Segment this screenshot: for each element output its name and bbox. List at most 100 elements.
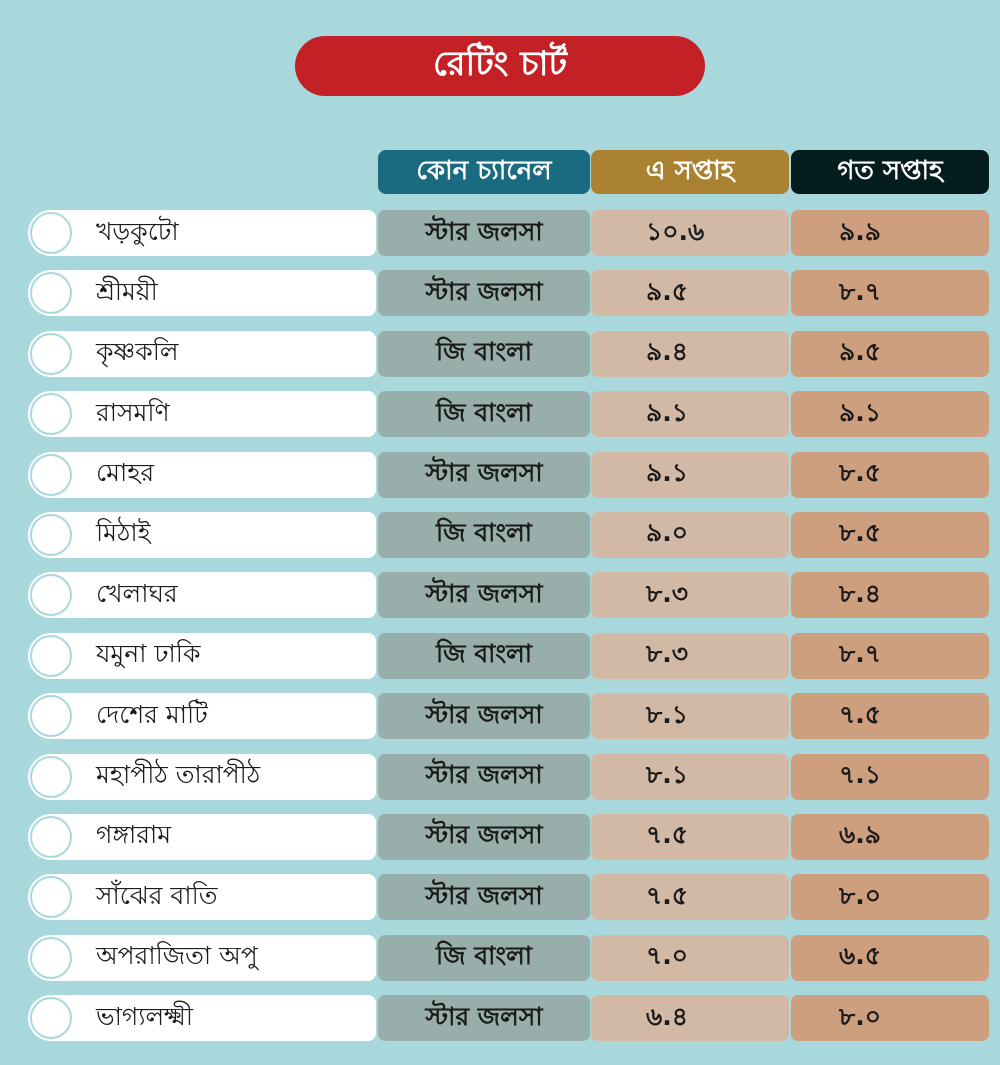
this-week-rating: ১০.৬ — [591, 210, 789, 256]
show-name: কৃষ্ণকলি — [96, 337, 179, 367]
show-name-cell: যমুনা ঢাকি — [28, 632, 376, 679]
last-week-rating: ৮.৭ — [791, 632, 989, 679]
table-row: খেলাঘর স্টার জলসা ৮.৩ ৮.৪ — [0, 572, 1000, 632]
table-row: যমুনা ঢাকি জি বাংলা ৮.৩ ৮.৭ — [0, 632, 1000, 693]
show-name-cell: মিঠাই — [28, 511, 376, 558]
last-week-rating: ৮.৫ — [791, 451, 989, 498]
last-week-rating: ৭.১ — [791, 753, 989, 800]
header-last-week: গত সপ্তাহ — [791, 150, 989, 194]
this-week-rating: ৯.১ — [591, 451, 789, 498]
show-name: মহাপীঠ তারাপীঠ — [96, 760, 261, 790]
last-week-rating: ৮.০ — [791, 874, 989, 921]
show-name-cell: ভাগ্যলক্ষ্মী — [28, 995, 376, 1042]
channel-cell: জি বাংলা — [378, 330, 590, 377]
header-this-week: এ সপ্তাহ — [591, 150, 789, 194]
this-week-rating: ৮.১ — [591, 693, 789, 740]
show-name-cell: রাসমণি — [28, 391, 376, 438]
show-name-cell: কৃষ্ণকলি — [28, 330, 376, 377]
show-name-cell: সাঁঝের বাতি — [28, 874, 376, 921]
show-name: দেশের মাটি — [96, 699, 208, 729]
table-row: দেশের মাটি স্টার জলসা ৮.১ ৭.৫ — [0, 693, 1000, 753]
last-week-rating: ৭.৫ — [791, 693, 989, 740]
last-week-rating: ৯.৯ — [791, 210, 989, 256]
table-row: খড়কুটো স্টার জলসা ১০.৬ ৯.৯ — [0, 210, 1000, 270]
channel-cell: স্টার জলসা — [378, 753, 590, 800]
channel-cell: জি বাংলা — [378, 934, 590, 981]
show-name-cell: গঙ্গারাম — [28, 813, 376, 860]
channel-cell: স্টার জলসা — [378, 270, 590, 317]
this-week-rating: ৯.৫ — [591, 270, 789, 317]
show-name: ভাগ্যলক্ষ্মী — [96, 1001, 194, 1031]
this-week-rating: ৭.৫ — [591, 813, 789, 860]
table-row: সাঁঝের বাতি স্টার জলসা ৭.৫ ৮.০ — [0, 874, 1000, 934]
last-week-rating: ৯.১ — [791, 391, 989, 438]
show-name: সাঁঝের বাতি — [96, 880, 218, 910]
show-name: অপরাজিতা অপু — [96, 941, 258, 971]
last-week-rating: ৬.৯ — [791, 813, 989, 860]
last-week-rating: ৮.৫ — [791, 511, 989, 558]
table-row: রাসমণি জি বাংলা ৯.১ ৯.১ — [0, 391, 1000, 451]
show-name: যমুনা ঢাকি — [96, 639, 201, 669]
channel-cell: স্টার জলসা — [378, 210, 590, 256]
show-name: মোহর — [96, 458, 155, 488]
table-row: ভাগ্যলক্ষ্মী স্টার জলসা ৬.৪ ৮.০ — [0, 995, 1000, 1055]
channel-cell: জি বাংলা — [378, 632, 590, 679]
channel-cell: স্টার জলসা — [378, 693, 590, 740]
bullet-circle-icon — [30, 212, 72, 254]
this-week-rating: ৯.১ — [591, 391, 789, 438]
show-name: গঙ্গারাম — [96, 820, 172, 850]
show-name: শ্রীময়ী — [96, 276, 158, 306]
this-week-rating: ৬.৪ — [591, 995, 789, 1042]
show-name-cell: মহাপীঠ তারাপীঠ — [28, 753, 376, 800]
this-week-rating: ৯.৪ — [591, 330, 789, 377]
chart-title: রেটিং চার্ট — [295, 36, 705, 96]
table-row: মিঠাই জি বাংলা ৯.০ ৮.৫ — [0, 511, 1000, 572]
bullet-circle-icon — [30, 815, 72, 858]
bullet-circle-icon — [30, 332, 72, 375]
table-row: গঙ্গারাম স্টার জলসা ৭.৫ ৬.৯ — [0, 813, 1000, 874]
last-week-rating: ৯.৫ — [791, 330, 989, 377]
this-week-rating: ৭.৫ — [591, 874, 789, 921]
bullet-circle-icon — [30, 634, 72, 677]
table-row: শ্রীময়ী স্টার জলসা ৯.৫ ৮.৭ — [0, 270, 1000, 330]
this-week-rating: ৮.৩ — [591, 572, 789, 619]
channel-cell: স্টার জলসা — [378, 995, 590, 1042]
ratings-table: খড়কুটো স্টার জলসা ১০.৬ ৯.৯ শ্রীময়ী স্ট… — [0, 210, 1000, 1055]
table-row: মোহর স্টার জলসা ৯.১ ৮.৫ — [0, 451, 1000, 512]
bullet-circle-icon — [30, 453, 72, 496]
channel-cell: স্টার জলসা — [378, 451, 590, 498]
bullet-circle-icon — [30, 997, 72, 1040]
show-name-cell: খেলাঘর — [28, 572, 376, 619]
show-name: মিঠাই — [96, 518, 151, 548]
this-week-rating: ৮.১ — [591, 753, 789, 800]
table-row: অপরাজিতা অপু জি বাংলা ৭.০ ৬.৫ — [0, 934, 1000, 995]
bullet-circle-icon — [30, 272, 72, 315]
channel-cell: জি বাংলা — [378, 511, 590, 558]
show-name-cell: খড়কুটো — [28, 210, 376, 256]
channel-cell: স্টার জলসা — [378, 572, 590, 619]
show-name-cell: দেশের মাটি — [28, 693, 376, 740]
channel-cell: স্টার জলসা — [378, 813, 590, 860]
bullet-circle-icon — [30, 695, 72, 738]
bullet-circle-icon — [30, 513, 72, 556]
show-name: রাসমণি — [96, 397, 170, 427]
show-name-cell: অপরাজিতা অপু — [28, 934, 376, 981]
bullet-circle-icon — [30, 876, 72, 919]
this-week-rating: ৭.০ — [591, 934, 789, 981]
last-week-rating: ৮.০ — [791, 995, 989, 1042]
show-name: খেলাঘর — [96, 578, 178, 608]
this-week-rating: ৮.৩ — [591, 632, 789, 679]
show-name-cell: মোহর — [28, 451, 376, 498]
channel-cell: স্টার জলসা — [378, 874, 590, 921]
header-channel: কোন চ্যানেল — [378, 150, 590, 194]
this-week-rating: ৯.০ — [591, 511, 789, 558]
last-week-rating: ৬.৫ — [791, 934, 989, 981]
bullet-circle-icon — [30, 755, 72, 798]
last-week-rating: ৮.৭ — [791, 270, 989, 317]
last-week-rating: ৮.৪ — [791, 572, 989, 619]
table-row: মহাপীঠ তারাপীঠ স্টার জলসা ৮.১ ৭.১ — [0, 753, 1000, 814]
bullet-circle-icon — [30, 936, 72, 979]
show-name: খড়কুটো — [96, 216, 179, 246]
channel-cell: জি বাংলা — [378, 391, 590, 438]
bullet-circle-icon — [30, 393, 72, 436]
